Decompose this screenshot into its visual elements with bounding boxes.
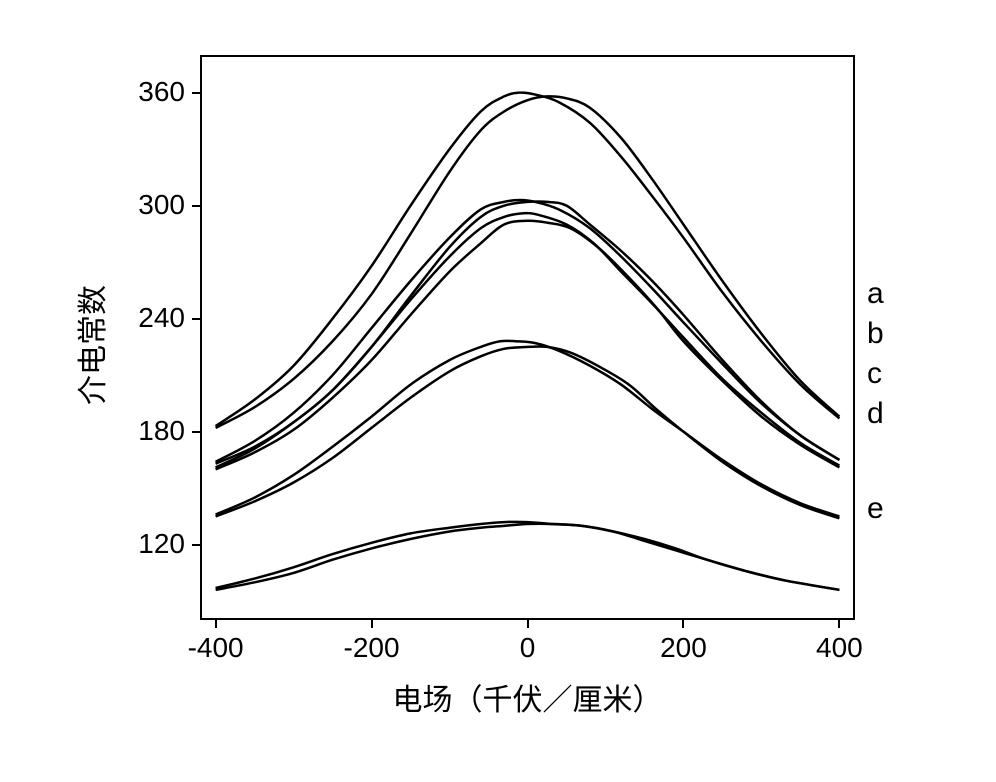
chart-container: 介电常数 电场（千伏／厘米） abcde120180240300360-400-… bbox=[0, 0, 996, 782]
series-e-upper bbox=[216, 522, 840, 590]
x-tick-mark bbox=[371, 620, 373, 628]
y-tick-label: 360 bbox=[105, 76, 185, 108]
x-tick-mark bbox=[682, 620, 684, 628]
plot-svg bbox=[0, 0, 996, 782]
y-tick-mark bbox=[192, 544, 200, 546]
x-tick-mark bbox=[838, 620, 840, 628]
series-b-upper bbox=[216, 200, 840, 462]
y-tick-label: 120 bbox=[105, 528, 185, 560]
series-a-lower bbox=[216, 96, 840, 428]
y-tick-mark bbox=[192, 92, 200, 94]
y-tick-mark bbox=[192, 205, 200, 207]
y-tick-mark bbox=[192, 431, 200, 433]
y-tick-mark bbox=[192, 318, 200, 320]
series-label-a: a bbox=[867, 277, 884, 311]
series-d-upper bbox=[216, 341, 840, 517]
x-tick-mark bbox=[527, 620, 529, 628]
series-label-b: b bbox=[867, 317, 884, 351]
x-tick-label: 400 bbox=[789, 632, 889, 664]
x-tick-label: -400 bbox=[166, 632, 266, 664]
series-a-upper bbox=[216, 93, 840, 426]
series-c-lower bbox=[216, 221, 840, 470]
x-tick-mark bbox=[215, 620, 217, 628]
x-axis-label: 电场（千伏／厘米） bbox=[393, 675, 663, 719]
y-tick-label: 180 bbox=[105, 415, 185, 447]
series-e-lower bbox=[216, 524, 840, 590]
x-tick-label: -200 bbox=[322, 632, 422, 664]
series-label-e: e bbox=[867, 492, 884, 526]
y-tick-label: 300 bbox=[105, 189, 185, 221]
x-tick-label: 200 bbox=[633, 632, 733, 664]
series-label-c: c bbox=[867, 357, 882, 391]
series-c-upper bbox=[216, 213, 840, 467]
x-tick-label: 0 bbox=[478, 632, 578, 664]
y-tick-label: 240 bbox=[105, 302, 185, 334]
series-label-d: d bbox=[867, 397, 884, 431]
series-d-lower bbox=[216, 346, 840, 518]
series-b-lower bbox=[216, 201, 840, 463]
